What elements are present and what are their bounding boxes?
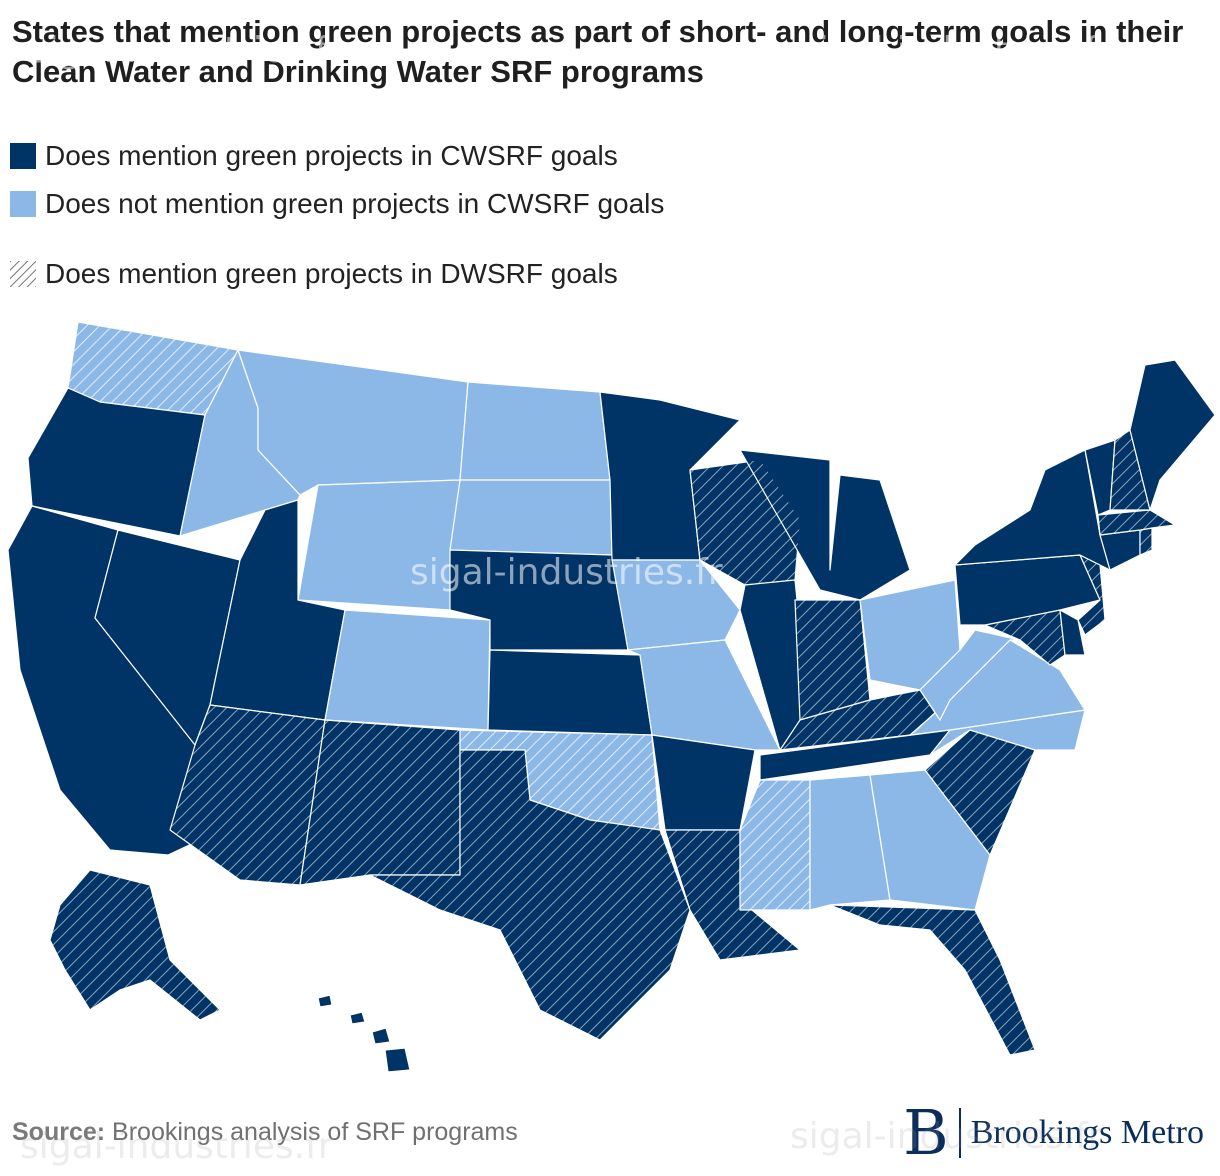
state-in xyxy=(794,599,871,721)
legend-label-cwsrf-no: Does not mention green projects in CWSRF… xyxy=(45,188,665,219)
brand-divider xyxy=(958,1108,961,1158)
source-label: Source: xyxy=(12,1118,106,1146)
legend-swatch-light xyxy=(10,191,36,217)
state-ar xyxy=(651,734,756,831)
state-al xyxy=(809,774,891,911)
state-nd xyxy=(459,381,611,481)
state-wy xyxy=(297,479,461,611)
state-pa xyxy=(954,554,1101,626)
map-title: States that mention green projects as pa… xyxy=(12,14,1184,89)
state-ms xyxy=(739,779,811,911)
state-fl xyxy=(829,904,1036,1056)
legend-item-dwsrf-yes: Does mention green projects in DWSRF goa… xyxy=(10,258,618,290)
source-note: Source: Brookings analysis of SRF progra… xyxy=(12,1118,518,1147)
state-ak xyxy=(49,869,221,1021)
state-ri xyxy=(1139,527,1153,556)
us-states-map xyxy=(7,321,1216,1073)
legend-item-cwsrf-yes: Does mention green projects in CWSRF goa… xyxy=(10,140,618,172)
state-co xyxy=(324,609,491,731)
legend-label-dwsrf-yes: Does mention green projects in DWSRF goa… xyxy=(45,258,618,289)
brand-logo: B Brookings Metro xyxy=(903,1102,1204,1164)
legend-swatch-dark xyxy=(10,143,36,169)
source-text: Brookings analysis of SRF programs xyxy=(105,1118,518,1146)
legend-swatch-hatch xyxy=(10,261,36,287)
brand-name: Brookings Metro xyxy=(970,1114,1204,1151)
state-ny xyxy=(954,449,1111,571)
legend-label-cwsrf-yes: Does mention green projects in CWSRF goa… xyxy=(45,140,618,171)
state-ia xyxy=(611,559,741,651)
state-ks xyxy=(487,649,653,736)
brand-mark: B xyxy=(903,1096,949,1169)
legend-item-cwsrf-no: Does not mention green projects in CWSRF… xyxy=(10,188,664,220)
state-nm xyxy=(299,719,461,886)
state-hi xyxy=(317,994,411,1073)
state-sd xyxy=(449,479,613,556)
